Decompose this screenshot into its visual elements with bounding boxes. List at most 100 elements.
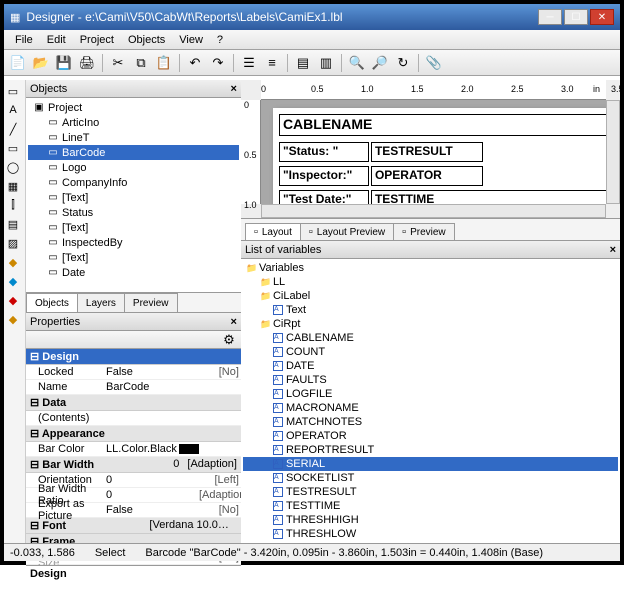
label-field[interactable]: "Inspector:" (279, 166, 369, 186)
tree-item[interactable]: ▭Logo (28, 160, 239, 175)
prop-row[interactable]: (Contents) (26, 411, 241, 426)
prop-group[interactable]: ⊟ Font[Verdana 10.0… (26, 518, 241, 534)
menu-objects[interactable]: Objects (121, 32, 172, 48)
prop-group[interactable]: ⊟ Data (26, 395, 241, 411)
design-canvas[interactable]: CABLENAME "Status: "TESTRESULT"Inspector:… (261, 100, 606, 204)
var-item[interactable]: 📁CiLabel (243, 289, 618, 303)
save-icon[interactable]: 💾 (54, 53, 74, 73)
tree-item[interactable]: ▭[Text] (28, 220, 239, 235)
canvas-tab[interactable]: ▫Layout Preview (300, 223, 394, 240)
tree-item[interactable]: ▭ArticIno (28, 115, 239, 130)
var-item[interactable]: ALOGFILE (243, 387, 618, 401)
var-item[interactable]: ATHRESHHIGH (243, 513, 618, 527)
var-item[interactable]: 📁CiRpt (243, 317, 618, 331)
print-icon[interactable]: 🖨 (77, 53, 97, 73)
maximize-button[interactable]: ☐ (564, 9, 588, 25)
tree-item[interactable]: ▭[Text] (28, 250, 239, 265)
open-icon[interactable]: 📂 (31, 53, 51, 73)
var-item[interactable]: AREPORTRESULT (243, 443, 618, 457)
prop-row[interactable]: NameBarCode (26, 380, 241, 395)
property-grid[interactable]: ⊟ DesignLockedFalse[No]NameBarCode⊟ Data… (26, 349, 241, 565)
minimize-button[interactable]: ─ (538, 9, 562, 25)
barcode-icon[interactable]: ⫿ (4, 196, 22, 214)
obj3-icon[interactable]: ◆ (4, 291, 22, 309)
ellipse-icon[interactable]: ◯ (4, 158, 22, 176)
table-icon[interactable]: ▤ (4, 215, 22, 233)
variables-close-icon[interactable]: × (610, 244, 616, 256)
tab-layers[interactable]: Layers (77, 293, 125, 312)
tree-item[interactable]: ▭Date (28, 265, 239, 280)
prop-group[interactable]: ⊟ Bar Width[Adaption]0 (26, 457, 241, 473)
menu-view[interactable]: View (172, 32, 210, 48)
objects-close-icon[interactable]: × (231, 83, 237, 95)
obj1-icon[interactable]: ◆ (4, 253, 22, 271)
zoomout-icon[interactable]: 🔎 (370, 53, 390, 73)
tab-objects[interactable]: Objects (26, 293, 78, 312)
tree-item[interactable]: ▭Status (28, 205, 239, 220)
close-button[interactable]: ✕ (590, 9, 614, 25)
refresh-icon[interactable]: ↻ (393, 53, 413, 73)
var-item[interactable]: AMACRONAME (243, 401, 618, 415)
var-item[interactable]: ATHRESHLOW (243, 527, 618, 541)
menu-project[interactable]: Project (73, 32, 121, 48)
prop-row[interactable]: LockedFalse[No] (26, 365, 241, 380)
copy-icon[interactable]: ⧉ (131, 53, 151, 73)
var-item[interactable]: AMATCHNOTES (243, 415, 618, 429)
new-icon[interactable]: 📄 (8, 53, 28, 73)
tree-item[interactable]: ▭InspectedBy (28, 235, 239, 250)
tree-item[interactable]: ▭[Text] (28, 190, 239, 205)
layer2-icon[interactable]: ▥ (316, 53, 336, 73)
prop-row[interactable]: Export as PictureFalse[No] (26, 503, 241, 518)
prop-group[interactable]: ⊟ Appearance (26, 426, 241, 442)
properties-close-icon[interactable]: × (231, 316, 237, 328)
label-field[interactable]: "Status: " (279, 142, 369, 162)
obj4-icon[interactable]: ◆ (4, 310, 22, 328)
menu-edit[interactable]: Edit (40, 32, 73, 48)
menu-file[interactable]: File (8, 32, 40, 48)
var-item[interactable]: ATESTRESULT (243, 485, 618, 499)
canvas-tab[interactable]: ▫Layout (245, 223, 301, 240)
var-item[interactable]: ACOUNT (243, 345, 618, 359)
canvas-tab[interactable]: ▫Preview (393, 223, 454, 240)
var-item[interactable]: AFAULTS (243, 373, 618, 387)
layer-icon[interactable]: ▤ (293, 53, 313, 73)
var-item[interactable]: ASERIAL (243, 457, 618, 471)
label-field[interactable]: TESTRESULT (371, 142, 483, 162)
cut-icon[interactable]: ✂ (108, 53, 128, 73)
paste-icon[interactable]: 📋 (154, 53, 174, 73)
var-item[interactable]: ADATE (243, 359, 618, 373)
label-field[interactable]: TESTTIME (371, 190, 606, 204)
label-page[interactable]: CABLENAME "Status: "TESTRESULT"Inspector:… (273, 108, 606, 204)
align-icon[interactable]: ☰ (239, 53, 259, 73)
var-item[interactable]: AOPERATOR (243, 429, 618, 443)
var-item[interactable]: 📁LL (243, 275, 618, 289)
align2-icon[interactable]: ≡ (262, 53, 282, 73)
menu-?[interactable]: ? (210, 32, 230, 48)
objects-tree[interactable]: ▣Project▭ArticIno▭LineT▭BarCode▭Logo▭Com… (26, 98, 241, 292)
tab-preview[interactable]: Preview (124, 293, 178, 312)
image-icon[interactable]: ▦ (4, 177, 22, 195)
redo-icon[interactable]: ↷ (208, 53, 228, 73)
rect-icon[interactable]: ▭ (4, 139, 22, 157)
text-icon[interactable]: A (4, 101, 22, 119)
pointer-icon[interactable]: ▭ (4, 82, 22, 100)
var-item[interactable]: 📁Variables (243, 261, 618, 275)
tree-item[interactable]: ▭BarCode (28, 145, 239, 160)
tree-item[interactable]: ▭LineT (28, 130, 239, 145)
attach-icon[interactable]: 📎 (424, 53, 444, 73)
label-field[interactable]: CABLENAME (279, 114, 606, 136)
chart-icon[interactable]: ▨ (4, 234, 22, 252)
undo-icon[interactable]: ↶ (185, 53, 205, 73)
prop-row[interactable]: Bar ColorLL.Color.Black (26, 442, 241, 457)
label-field[interactable]: OPERATOR (371, 166, 483, 186)
var-item[interactable]: ASOCKETLIST (243, 471, 618, 485)
canvas-scroll-v[interactable] (606, 100, 620, 204)
variables-tree[interactable]: 📁Variables📁LL📁CiLabelAText📁CiRptACABLENA… (241, 259, 620, 543)
canvas-scroll-h[interactable] (261, 204, 606, 218)
line-icon[interactable]: ╱ (4, 120, 22, 138)
label-field[interactable]: "Test Date:" (279, 190, 369, 204)
prop-group[interactable]: ⊟ Design (26, 349, 241, 365)
prop-sort-icon[interactable]: ⚙ (221, 333, 237, 347)
var-item[interactable]: ATESTTIME (243, 499, 618, 513)
tree-root[interactable]: ▣Project (28, 100, 239, 115)
